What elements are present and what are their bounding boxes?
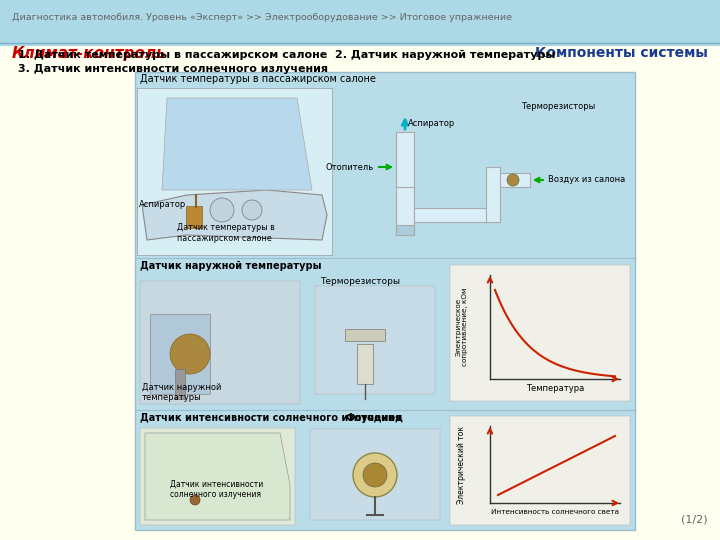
Text: Датчик интенсивности солнечного излучения: Датчик интенсивности солнечного излучени… xyxy=(140,413,401,423)
FancyBboxPatch shape xyxy=(137,88,332,255)
Polygon shape xyxy=(162,98,312,190)
Bar xyxy=(414,208,500,222)
FancyBboxPatch shape xyxy=(310,429,440,520)
Circle shape xyxy=(242,200,262,220)
Text: Компоненты системы: Компоненты системы xyxy=(535,46,708,60)
Bar xyxy=(396,225,414,235)
Bar xyxy=(175,369,185,399)
Circle shape xyxy=(210,198,234,222)
Bar xyxy=(357,344,373,384)
FancyBboxPatch shape xyxy=(140,281,300,404)
Text: Аспиратор: Аспиратор xyxy=(408,118,455,127)
Text: Датчик интенсивности
солнечного излучения: Датчик интенсивности солнечного излучени… xyxy=(170,480,264,500)
Bar xyxy=(345,329,385,341)
Text: 3. Датчик интенсивности солнечного излучения: 3. Датчик интенсивности солнечного излуч… xyxy=(18,64,328,74)
Text: (1/2): (1/2) xyxy=(681,515,708,525)
Text: 1. Датчик температуры в пассажирском салоне  2. Датчик наружной температуры: 1. Датчик температуры в пассажирском сал… xyxy=(18,50,555,60)
FancyBboxPatch shape xyxy=(186,206,202,228)
Bar xyxy=(396,132,414,187)
Circle shape xyxy=(363,463,387,487)
Text: Терморезисторы: Терморезисторы xyxy=(320,277,400,286)
Text: Температура: Температура xyxy=(526,384,584,393)
FancyBboxPatch shape xyxy=(450,265,630,401)
Text: Датчик наружной температуры: Датчик наружной температуры xyxy=(140,261,322,271)
FancyBboxPatch shape xyxy=(135,72,635,530)
Text: Терморезисторы: Терморезисторы xyxy=(521,102,595,111)
Text: Датчик наружной
температуры: Датчик наружной температуры xyxy=(142,383,221,402)
Bar xyxy=(486,167,500,222)
Bar xyxy=(150,314,210,394)
Text: Фотодиод: Фотодиод xyxy=(345,413,403,423)
Text: Интенсивность солнечного света: Интенсивность солнечного света xyxy=(491,509,619,515)
Text: Воздух из салона: Воздух из салона xyxy=(548,176,625,185)
Circle shape xyxy=(170,334,210,374)
FancyBboxPatch shape xyxy=(315,286,435,394)
Polygon shape xyxy=(142,190,327,240)
Text: Датчик температуры в
пассажирском салоне: Датчик температуры в пассажирском салоне xyxy=(177,223,275,243)
FancyBboxPatch shape xyxy=(450,416,630,525)
FancyBboxPatch shape xyxy=(140,428,295,525)
Text: Диагностика автомобиля. Уровень «Эксперт» >> Электрооборудование >> Итоговое упр: Диагностика автомобиля. Уровень «Эксперт… xyxy=(12,13,512,22)
Circle shape xyxy=(190,495,200,505)
Circle shape xyxy=(353,453,397,497)
Polygon shape xyxy=(145,433,290,520)
Circle shape xyxy=(507,174,519,186)
Text: Климат-контроль: Климат-контроль xyxy=(12,46,166,61)
Text: Отопитель: Отопитель xyxy=(326,163,374,172)
Text: Электрическое
сопротивление, кОм: Электрическое сопротивление, кОм xyxy=(456,288,469,366)
Text: Датчик температуры в пассажирском салоне: Датчик температуры в пассажирском салоне xyxy=(140,74,376,84)
Bar xyxy=(396,187,414,235)
Bar xyxy=(500,173,530,187)
Text: Электрический ток: Электрический ток xyxy=(457,426,467,504)
Text: Аспиратор: Аспиратор xyxy=(139,200,186,209)
